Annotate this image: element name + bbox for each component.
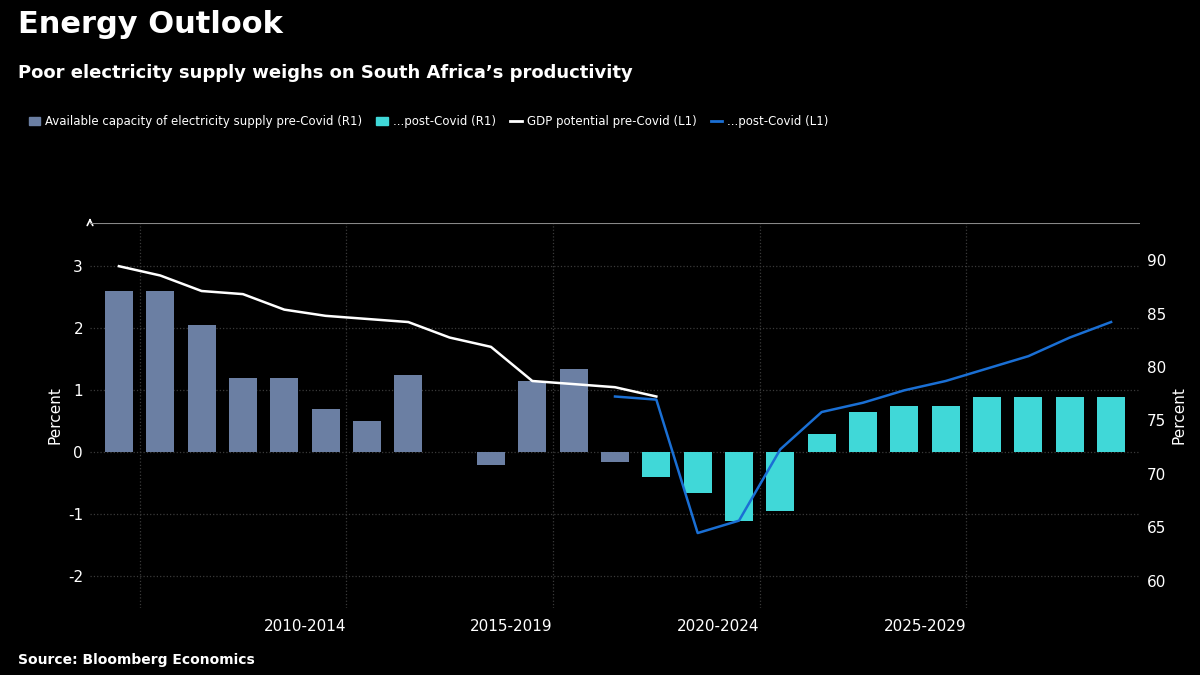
Bar	[808, 434, 835, 452]
Legend: Available capacity of electricity supply pre-Covid (R1), ...post-Covid (R1), GDP: Available capacity of electricity supply…	[24, 111, 833, 133]
Bar	[848, 412, 877, 452]
Bar	[270, 378, 299, 452]
Bar	[973, 396, 1001, 452]
Bar	[229, 378, 257, 452]
Bar	[559, 369, 588, 452]
Bar	[1097, 396, 1126, 452]
Bar	[767, 452, 794, 512]
Bar	[146, 291, 174, 452]
Bar	[890, 406, 918, 452]
Bar	[1056, 396, 1084, 452]
Bar	[684, 452, 712, 493]
Text: Source: Bloomberg Economics: Source: Bloomberg Economics	[18, 653, 254, 667]
Text: Energy Outlook: Energy Outlook	[18, 10, 283, 39]
Bar	[353, 421, 382, 452]
Bar	[104, 291, 133, 452]
Y-axis label: Percent: Percent	[1172, 386, 1187, 444]
Bar	[1014, 396, 1043, 452]
Bar	[931, 406, 960, 452]
Bar	[642, 452, 671, 477]
Bar	[395, 375, 422, 452]
Bar	[312, 409, 340, 452]
Bar	[518, 381, 546, 452]
Text: Poor electricity supply weighs on South Africa’s productivity: Poor electricity supply weighs on South …	[18, 64, 632, 82]
Bar	[725, 452, 754, 520]
Bar	[601, 452, 629, 462]
Y-axis label: Percent: Percent	[47, 386, 62, 444]
Bar	[476, 452, 505, 465]
Bar	[187, 325, 216, 452]
